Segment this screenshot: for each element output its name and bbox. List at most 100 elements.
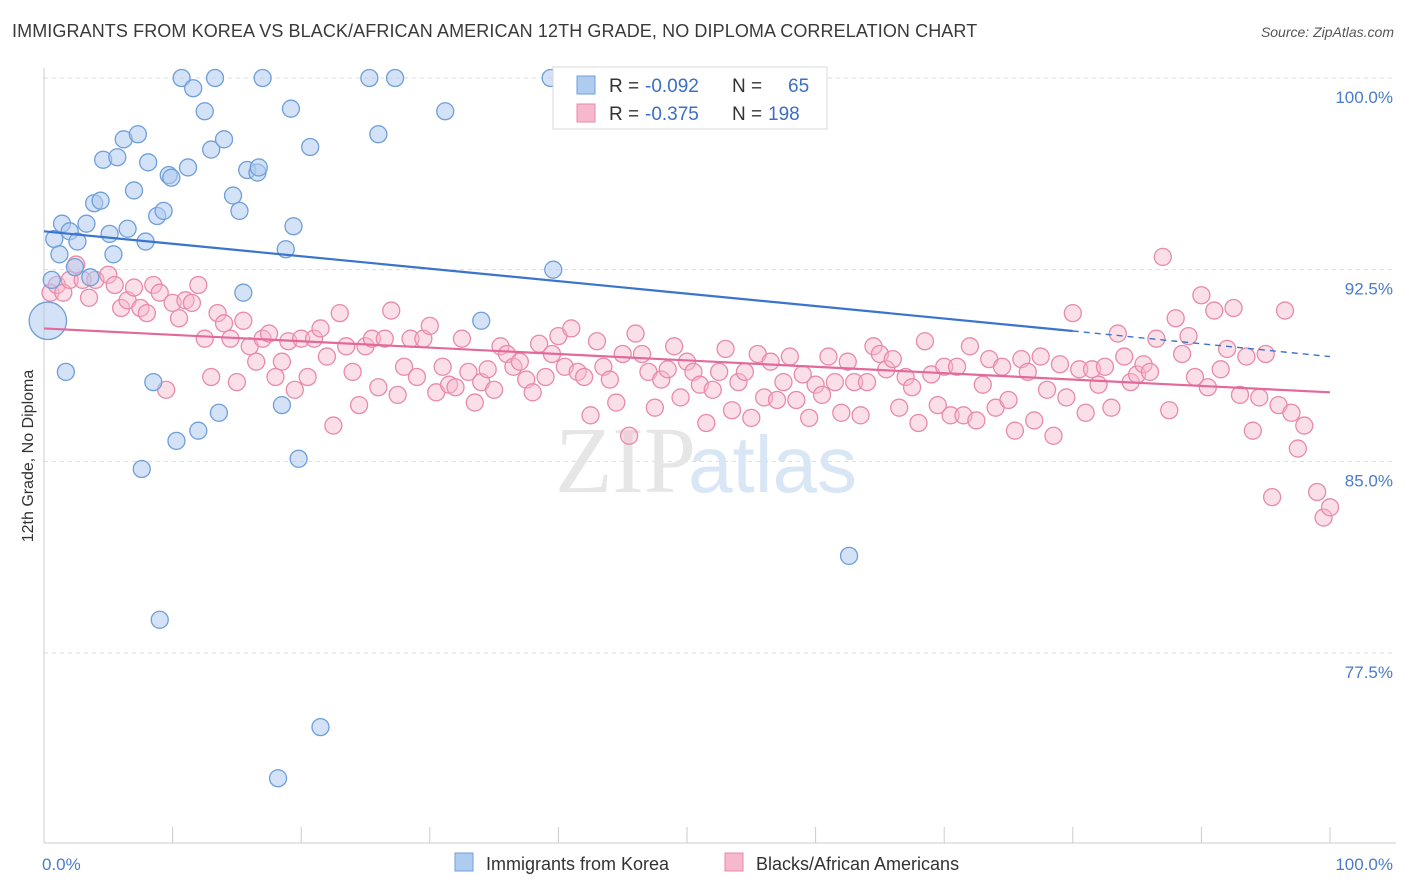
legend-r-label: R =	[609, 76, 639, 97]
black-point	[600, 370, 619, 389]
black-point	[1282, 403, 1301, 422]
korea-point	[77, 214, 96, 233]
black-point	[459, 362, 478, 382]
black-point	[761, 352, 780, 371]
korea-point	[195, 102, 214, 121]
black-point	[716, 339, 735, 359]
black-point	[1031, 347, 1050, 366]
black-point	[1108, 324, 1127, 343]
y-tick-labels: 77.5% 85.0% 92.5% 100.0%	[1335, 88, 1393, 682]
black-point	[742, 408, 761, 428]
black-point	[632, 344, 652, 364]
black-point	[999, 390, 1018, 410]
korea-point	[104, 245, 123, 264]
black-point	[208, 303, 227, 323]
stats-legend: R = -0.092 N = 65 R = -0.375 N = 198	[552, 66, 828, 130]
trend-lines	[43, 230, 1331, 394]
korea-point	[56, 362, 76, 382]
black-point	[562, 319, 581, 338]
black-point	[883, 349, 902, 369]
korea-point	[301, 137, 320, 157]
y-tick-label: 85.0%	[1345, 471, 1393, 490]
korea-point	[472, 311, 491, 330]
black-point	[1005, 421, 1025, 440]
black-point	[1153, 247, 1172, 267]
legend-swatch-black	[576, 103, 596, 123]
korea-point	[385, 68, 405, 88]
korea-point	[311, 717, 330, 737]
black-point	[909, 413, 928, 433]
y-tick-label: 77.5%	[1345, 663, 1393, 682]
korea-point	[167, 431, 186, 451]
korea-point	[132, 459, 151, 479]
korea-point	[209, 403, 229, 422]
black-point	[1211, 360, 1230, 379]
black-point	[619, 426, 639, 445]
black-trend-line	[43, 327, 1331, 394]
black-point	[382, 301, 401, 320]
black-point	[446, 378, 465, 397]
korea-point	[150, 610, 169, 629]
black-point	[658, 360, 677, 379]
black-point	[349, 395, 369, 415]
black-point	[388, 385, 407, 405]
black-point	[1320, 498, 1340, 517]
bottom-legend-swatch-black	[724, 852, 744, 872]
legend-r-black: -0.375	[645, 104, 699, 125]
black-point	[1076, 403, 1095, 422]
legend-swatch-korea	[576, 75, 596, 95]
black-point	[703, 380, 722, 399]
black-point	[1166, 309, 1185, 328]
korea-point	[436, 102, 455, 121]
black-point	[484, 380, 504, 399]
source-credit: Source: ZipAtlas.com	[1260, 24, 1394, 40]
black-point	[202, 367, 221, 387]
korea-point	[253, 68, 272, 88]
black-point	[272, 352, 292, 371]
black-point	[234, 311, 253, 330]
black-point	[1307, 482, 1327, 502]
black-point	[150, 283, 169, 302]
black-point	[819, 347, 838, 366]
black-points	[41, 247, 1340, 527]
black-point	[247, 352, 266, 371]
black-point	[330, 303, 349, 323]
black-point	[394, 357, 414, 376]
korea-point	[28, 301, 68, 341]
korea-point	[369, 125, 388, 144]
korea-point	[223, 186, 243, 205]
black-point	[311, 319, 330, 338]
black-point	[182, 293, 202, 313]
x-tick-labels: 0.0% 100.0%	[42, 855, 1393, 874]
korea-point	[65, 257, 85, 277]
black-point	[337, 337, 356, 356]
black-point	[1205, 301, 1224, 320]
black-point	[896, 367, 915, 387]
black-point	[285, 380, 304, 399]
y-tick-label: 100.0%	[1335, 88, 1393, 107]
black-point	[928, 395, 947, 415]
black-point	[947, 357, 967, 376]
black-point	[645, 398, 664, 417]
black-point	[433, 357, 452, 376]
black-point	[574, 367, 594, 387]
black-point	[465, 393, 484, 412]
black-point	[124, 278, 144, 297]
black-point	[1037, 380, 1057, 399]
black-point	[420, 316, 439, 336]
korea-point	[124, 181, 144, 200]
black-point	[845, 372, 864, 392]
black-point	[195, 329, 214, 348]
black-point	[1224, 298, 1243, 318]
black-point	[1147, 329, 1166, 348]
black-point	[362, 329, 382, 348]
korea-point	[360, 68, 379, 88]
black-point	[825, 372, 845, 392]
korea-point	[234, 283, 253, 302]
watermark-atlas: atlas	[688, 420, 857, 509]
black-point	[857, 372, 877, 392]
black-point	[581, 406, 600, 425]
korea-point	[544, 260, 563, 279]
black-point	[99, 265, 118, 284]
black-point	[832, 403, 851, 422]
